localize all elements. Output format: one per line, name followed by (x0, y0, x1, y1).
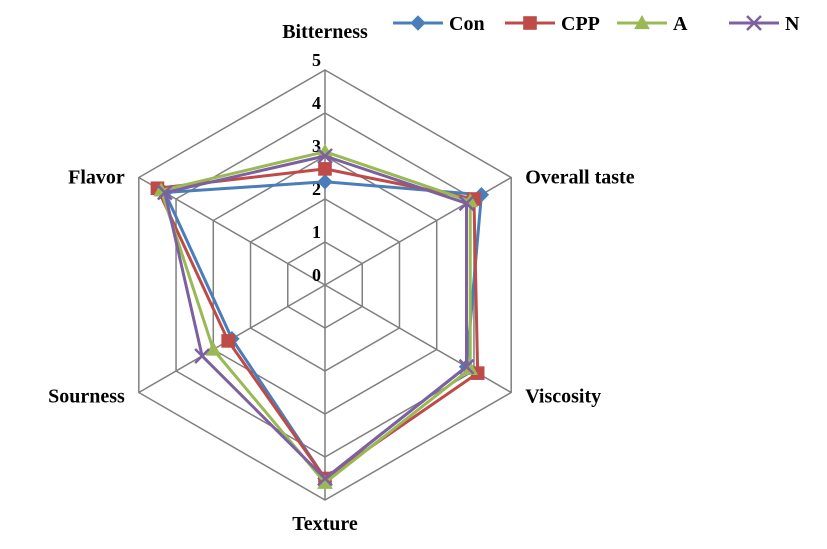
radar-chart: 012345BitternessOverall tasteViscosityTe… (0, 0, 827, 549)
tick-label: 4 (312, 93, 321, 113)
tick-label: 5 (312, 50, 321, 70)
axis-label: Flavor (68, 167, 125, 189)
legend-label: N (785, 13, 800, 35)
legend-label: CPP (561, 13, 600, 35)
axis-label: Bitterness (282, 21, 368, 43)
axis-label: Sourness (48, 386, 125, 408)
axis-label: Texture (292, 513, 358, 535)
tick-label: 0 (312, 265, 321, 285)
legend-label: Con (449, 13, 485, 35)
tick-label: 1 (312, 222, 321, 242)
axis-label: Viscosity (525, 386, 601, 408)
legend-label: A (673, 13, 688, 35)
axis-label: Overall taste (525, 167, 635, 189)
